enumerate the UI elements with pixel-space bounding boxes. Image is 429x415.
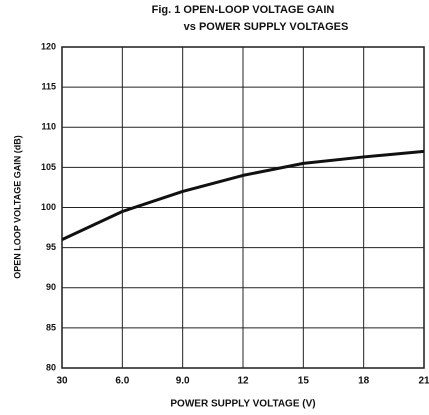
x-tick-label: 21: [418, 376, 429, 387]
y-tick-label: 80: [46, 362, 56, 372]
x-tick-label: 18: [358, 376, 370, 387]
y-tick-label: 105: [41, 162, 56, 172]
y-tick-label: 90: [46, 282, 56, 292]
x-tick-label: 9.0: [176, 376, 190, 387]
x-tick-label: 15: [298, 376, 310, 387]
y-tick-label: 115: [41, 82, 56, 92]
chart-title: Fig. 1 OPEN-LOOP VOLTAGE GAIN: [152, 4, 335, 16]
y-tick-label: 110: [41, 122, 56, 132]
y-tick-label: 100: [41, 202, 56, 212]
y-tick-label: 85: [46, 322, 56, 332]
x-tick-label: 6.0: [115, 376, 129, 387]
y-tick-label: 95: [46, 242, 56, 252]
x-axis-label: POWER SUPPLY VOLTAGE (V): [170, 399, 315, 410]
x-tick-label: 30: [56, 376, 68, 387]
y-axis-label: OPEN LOOP VOLTAGE GAIN (dB): [12, 135, 22, 279]
y-tick-label: 120: [41, 41, 56, 51]
x-tick-label: 12: [237, 376, 249, 387]
data-line: [61, 149, 425, 241]
chart-subtitle: vs POWER SUPPLY VOLTAGES: [184, 21, 349, 33]
